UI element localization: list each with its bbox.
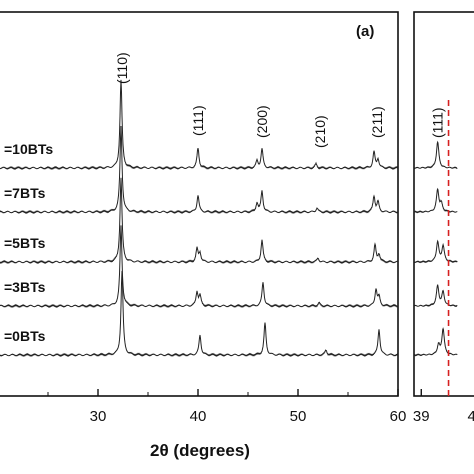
series-label: =3BTs [4,279,46,295]
panel-a-series-group [0,79,399,358]
xrd-trace-3 [0,177,399,265]
series-label: =5BTs [4,235,46,251]
peak-label: (110) [114,52,130,84]
panel-b-series-group [413,140,458,357]
series-label: =0BTs [4,328,46,344]
series-label: =7BTs [4,185,46,201]
panel-a-x-ticks: 30 40 50 60 [47,389,407,425]
xrd-trace-1 [0,79,399,171]
x-axis-title: 2θ (degrees) [150,441,250,460]
zoom-x-tick-label: 42 [467,408,474,425]
xrd-trace-2 [0,126,399,215]
zoom-trace-2 [413,187,458,214]
x-tick-label: 40 [190,408,207,425]
panel-b-x-ticks: 39 42 [413,389,474,425]
xrd-trace-5 [0,270,399,358]
zoom-trace-5 [413,327,458,357]
panel-a-peak-labels: (110) (111) (200) (210) (211) [114,52,385,148]
series-label: =10BTs [4,141,53,157]
x-tick-label: 60 [390,408,407,425]
peak-label: (200) [254,105,270,138]
peak-label: (111) [190,105,206,136]
xrd-trace-4 [0,225,399,309]
zoom-trace-3 [413,239,458,264]
zoom-peak-label: (111) [430,107,446,138]
panel-b-annotations: (111) [430,100,450,396]
peak-label: (210) [312,115,328,148]
panel-label-a: (a) [356,23,374,40]
x-tick-label: 30 [90,408,107,425]
zoom-trace-1 [413,140,458,170]
zoom-trace-4 [413,284,458,308]
panel-a-series-labels: =10BTs =7BTs =5BTs =3BTs =0BTs [4,141,53,344]
panel-b-frame [413,11,474,397]
x-tick-label: 50 [290,408,307,425]
zoom-x-tick-label: 39 [413,408,430,425]
peak-label: (211) [369,106,385,138]
